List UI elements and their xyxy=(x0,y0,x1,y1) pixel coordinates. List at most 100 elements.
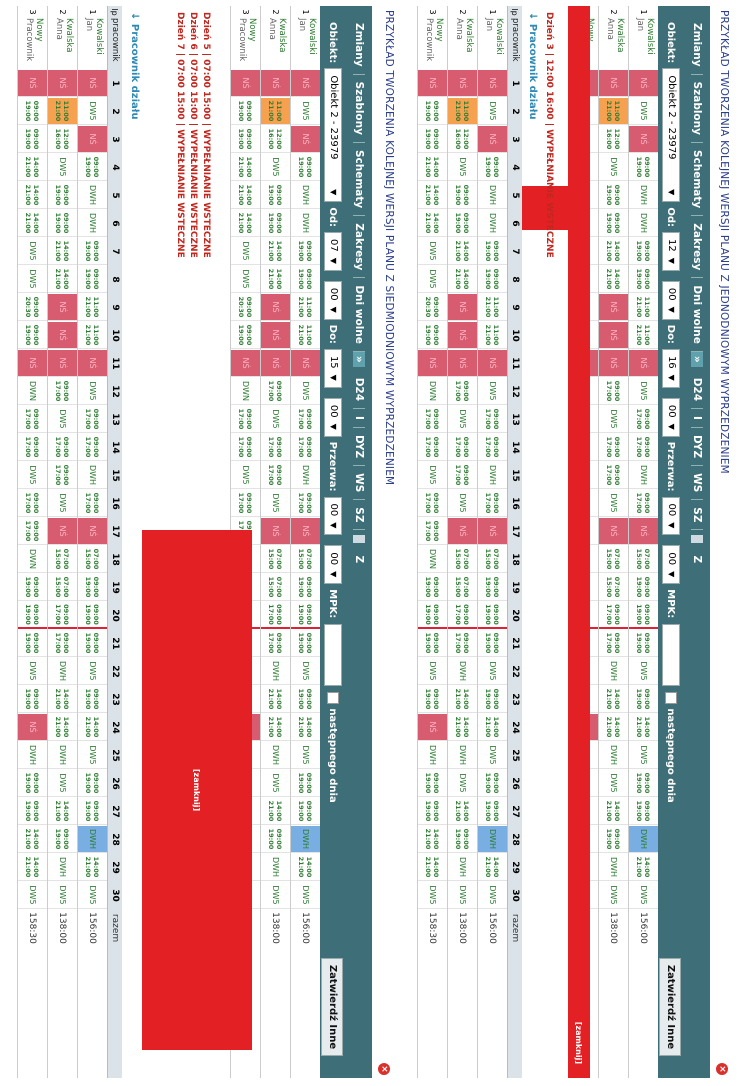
schedule-cell[interactable]: DWH xyxy=(261,658,290,685)
schedule-cell[interactable]: 14:00 21:00 xyxy=(48,686,77,713)
schedule-cell[interactable]: NŚ xyxy=(48,294,77,321)
schedule-cell[interactable]: DW5 xyxy=(18,462,47,489)
schedule-cell[interactable]: 09:00 19:00 xyxy=(629,630,658,657)
schedule-cell[interactable]: 09:00 19:00 xyxy=(48,182,77,209)
menu-schematy[interactable]: Schematy xyxy=(691,142,703,217)
schedule-cell[interactable]: DW5 xyxy=(18,266,47,293)
schedule-cell[interactable]: 14:00 21:00 xyxy=(418,182,447,209)
schedule-cell[interactable]: DW5 xyxy=(599,490,628,517)
schedule-cell[interactable]: 14:00 21:00 xyxy=(599,686,628,713)
schedule-cell[interactable]: 11:00 21:00 xyxy=(478,322,507,349)
menu-dyz[interactable]: DYZ xyxy=(353,427,365,467)
menu-szablony[interactable]: Szablony xyxy=(691,74,703,143)
schedule-cell[interactable]: 14:00 21:00 xyxy=(78,854,107,881)
zamknij-link-1[interactable]: [zamknij] xyxy=(574,1021,584,1064)
menu-zmiany[interactable]: Zmiany xyxy=(691,16,703,75)
schedule-cell[interactable]: 14:00 21:00 xyxy=(599,798,628,825)
schedule-cell[interactable]: NŚ xyxy=(448,70,477,97)
schedule-cell[interactable]: 09:00 19:00 xyxy=(478,574,507,601)
schedule-cell[interactable]: 09:00 19:00 xyxy=(418,798,447,825)
schedule-cell[interactable]: DW5 xyxy=(418,658,447,685)
schedule-cell[interactable]: DW5 xyxy=(291,742,320,769)
schedule-cell[interactable]: 09:00 19:00 xyxy=(478,266,507,293)
schedule-cell[interactable]: 09:00 19:00 xyxy=(291,770,320,797)
schedule-cell[interactable]: DW5 xyxy=(418,462,447,489)
schedule-cell[interactable]: 14:00 21:00 xyxy=(418,854,447,881)
schedule-cell[interactable]: 09:00 19:00 xyxy=(629,798,658,825)
schedule-cell[interactable]: 14:00 21:00 xyxy=(418,826,447,853)
schedule-cell[interactable]: DW5 xyxy=(629,882,658,909)
schedule-cell[interactable]: 14:00 21:00 xyxy=(291,714,320,741)
przerwa-hour-select[interactable]: 00 ▼ xyxy=(324,496,342,536)
schedule-cell[interactable]: 14:00 21:00 xyxy=(448,798,477,825)
schedule-cell[interactable]: DW5 xyxy=(78,98,107,125)
schedule-cell[interactable]: DWN xyxy=(418,546,447,573)
schedule-cell[interactable]: NŚ xyxy=(261,518,290,545)
schedule-cell[interactable]: NŚ xyxy=(599,70,628,97)
schedule-cell[interactable]: 09:00 19:00 xyxy=(629,686,658,713)
schedule-cell[interactable]: NŚ xyxy=(448,322,477,349)
schedule-cell[interactable]: 14:00 21:00 xyxy=(231,210,260,237)
schedule-cell[interactable]: 14:00 21:00 xyxy=(48,798,77,825)
schedule-cell[interactable]: NŚ xyxy=(78,126,107,153)
schedule-cell[interactable]: DW5 xyxy=(418,266,447,293)
schedule-cell[interactable]: 09:00 19:00 xyxy=(78,602,107,629)
schedule-cell[interactable]: NŚ xyxy=(18,714,47,741)
schedule-cell[interactable]: NŚ xyxy=(599,518,628,545)
schedule-cell[interactable]: DWH xyxy=(599,742,628,769)
schedule-cell[interactable]: 09:00 19:00 xyxy=(478,686,507,713)
schedule-cell[interactable]: 09:00 17:00 xyxy=(448,630,477,657)
schedule-cell[interactable]: DW5 xyxy=(629,378,658,405)
schedule-cell[interactable]: NŚ xyxy=(448,294,477,321)
schedule-cell[interactable]: DWN xyxy=(18,378,47,405)
schedule-cell[interactable]: 11:00 21:00 xyxy=(261,98,290,125)
schedule-cell[interactable]: 09:00 17:00 xyxy=(231,490,260,517)
zatwierdz-button[interactable]: Zatwierdź Inne xyxy=(659,958,681,1056)
przerwa-minute-select[interactable]: 00 ▼ xyxy=(662,545,680,585)
schedule-cell[interactable]: 12:00 16:00 xyxy=(48,126,77,153)
schedule-cell[interactable]: DWH xyxy=(78,210,107,237)
menu-ws[interactable]: WS xyxy=(691,466,703,501)
schedule-cell[interactable]: 14:00 21:00 xyxy=(261,266,290,293)
schedule-cell[interactable]: 09:00 17:00 xyxy=(261,434,290,461)
schedule-cell[interactable]: DWH xyxy=(291,826,320,853)
schedule-cell[interactable]: NŚ xyxy=(629,70,658,97)
schedule-cell[interactable]: DWH xyxy=(629,826,658,853)
schedule-cell[interactable]: 14:00 21:00 xyxy=(261,686,290,713)
schedule-cell[interactable]: DW5 xyxy=(48,770,77,797)
schedule-cell[interactable]: 07:00 15:00 xyxy=(261,574,290,601)
schedule-cell[interactable]: 07:00 15:00 xyxy=(478,546,507,573)
schedule-cell[interactable]: 09:00 17:00 xyxy=(478,434,507,461)
employee-name[interactable]: Kwalska Anna xyxy=(48,18,77,70)
schedule-cell[interactable]: 09:00 19:00 xyxy=(599,210,628,237)
schedule-cell[interactable]: NŚ xyxy=(599,294,628,321)
schedule-cell[interactable]: DW5 xyxy=(78,378,107,405)
schedule-cell[interactable]: 09:00 17:00 xyxy=(261,602,290,629)
schedule-cell[interactable]: 09:00 19:00 xyxy=(231,126,260,153)
schedule-cell[interactable]: 09:00 17:00 xyxy=(261,462,290,489)
schedule-cell[interactable]: NŚ xyxy=(478,518,507,545)
schedule-cell[interactable]: NŚ xyxy=(18,350,47,377)
schedule-cell[interactable]: NŚ xyxy=(599,350,628,377)
schedule-cell[interactable]: NŚ xyxy=(261,70,290,97)
employee-name[interactable]: Kowalski Jan xyxy=(629,18,658,70)
schedule-cell[interactable]: 09:00 19:00 xyxy=(418,602,447,629)
schedule-cell[interactable]: DWH xyxy=(48,854,77,881)
schedule-cell[interactable]: DWH xyxy=(629,210,658,237)
schedule-cell[interactable]: NŚ xyxy=(478,350,507,377)
schedule-cell[interactable]: NŚ xyxy=(231,350,260,377)
schedule-cell[interactable]: DWH xyxy=(291,182,320,209)
schedule-cell[interactable]: DW5 xyxy=(48,154,77,181)
schedule-cell[interactable]: 09:00 19:00 xyxy=(291,798,320,825)
schedule-cell[interactable]: DW5 xyxy=(448,154,477,181)
schedule-cell[interactable]: 09:00 17:00 xyxy=(48,630,77,657)
menu-ws[interactable]: WS xyxy=(353,466,365,501)
schedule-cell[interactable]: 09:00 17:00 xyxy=(231,434,260,461)
schedule-cell[interactable]: DWH xyxy=(448,742,477,769)
schedule-cell[interactable]: 09:00 19:00 xyxy=(261,182,290,209)
schedule-cell[interactable]: 09:00 17:00 xyxy=(599,378,628,405)
schedule-cell[interactable]: 09:00 17:00 xyxy=(18,490,47,517)
schedule-cell[interactable]: 09:00 17:00 xyxy=(448,434,477,461)
